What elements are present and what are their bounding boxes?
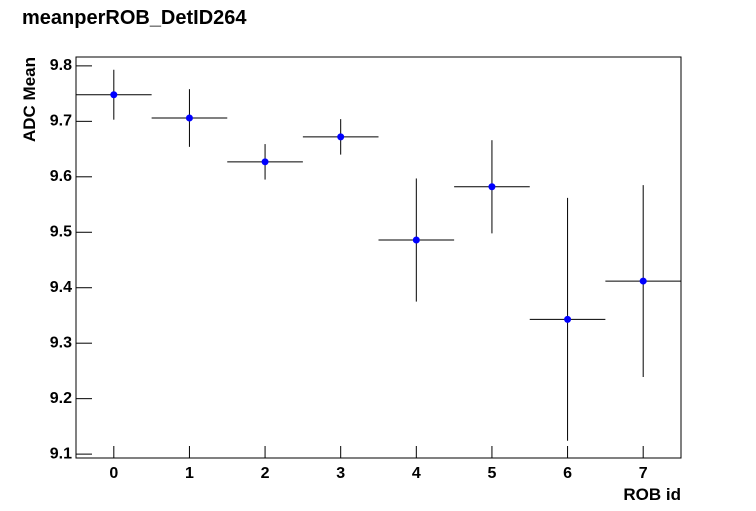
y-axis-label: ADC Mean xyxy=(20,57,39,142)
x-tick-label: 5 xyxy=(487,465,496,482)
data-point xyxy=(639,277,647,285)
data-point xyxy=(488,183,496,191)
y-tick-label: 9.5 xyxy=(50,223,72,240)
x-tick-label: 2 xyxy=(261,465,270,482)
y-tick-label: 9.1 xyxy=(50,445,72,462)
x-tick-label: 1 xyxy=(185,465,194,482)
data-point xyxy=(110,91,118,99)
x-tick-label: 0 xyxy=(109,465,118,482)
x-tick-label: 3 xyxy=(336,465,345,482)
y-tick-label: 9.7 xyxy=(50,113,72,130)
data-point xyxy=(337,133,345,141)
chart-title: meanperROB_DetID264 xyxy=(22,7,247,29)
y-tick-label: 9.3 xyxy=(50,334,72,351)
data-point xyxy=(261,158,269,166)
x-tick-label: 7 xyxy=(639,465,648,482)
y-tick-label: 9.4 xyxy=(50,279,72,296)
y-tick-label: 9.2 xyxy=(50,390,72,407)
data-point xyxy=(412,236,420,244)
data-point xyxy=(185,114,193,122)
x-tick-label: 6 xyxy=(563,465,572,482)
y-tick-label: 9.8 xyxy=(50,57,72,74)
data-point xyxy=(564,315,572,323)
x-axis-label: ROB id xyxy=(623,485,681,504)
plot-frame xyxy=(75,56,682,459)
x-tick-label: 4 xyxy=(412,465,421,482)
y-tick-label: 9.6 xyxy=(50,168,72,185)
